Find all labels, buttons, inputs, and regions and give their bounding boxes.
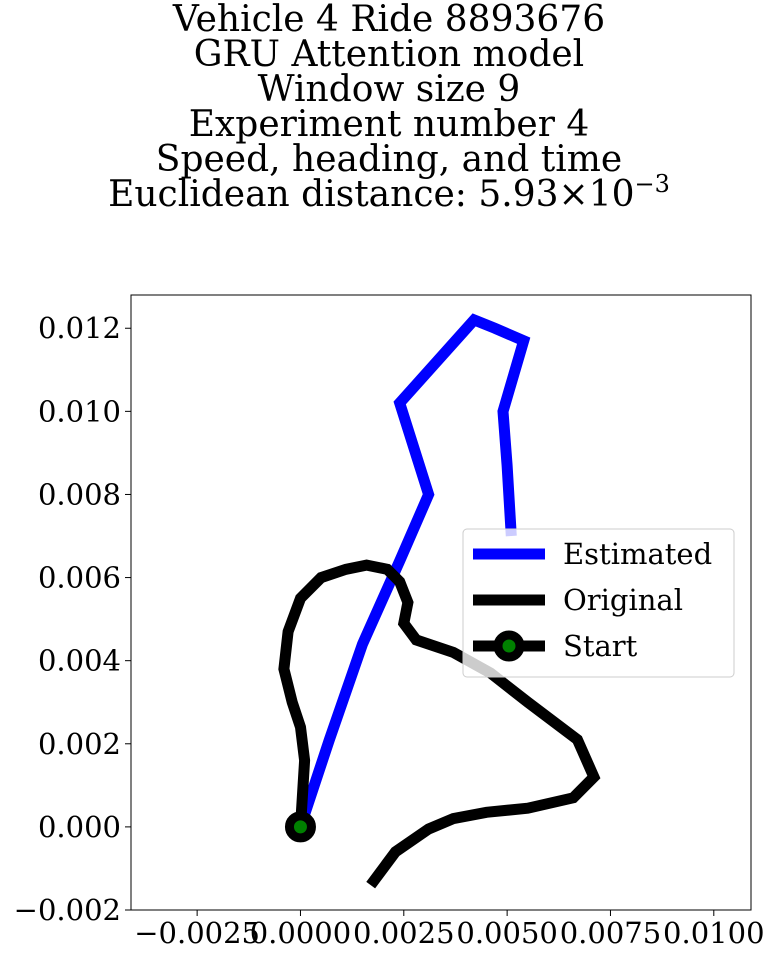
title-line-features: Speed, heading, and time — [155, 139, 623, 180]
metric-exponent: −3 — [634, 170, 670, 198]
metric-base: 10 — [588, 174, 635, 215]
series-layer — [278, 313, 601, 889]
x-tick-label: 0.0050 — [456, 916, 557, 950]
x-tick-label: −0.0025 — [134, 916, 260, 950]
legend: Estimated Original Start — [462, 528, 735, 678]
title-line-vehicle: Vehicle 4 Ride 8893676 — [172, 0, 606, 40]
legend-marker-start — [493, 630, 525, 662]
series-line-original — [278, 559, 601, 889]
title-line-window: Window size 9 — [257, 69, 521, 110]
y-tick-label: 0.004 — [38, 644, 121, 678]
y-tick-label: 0.008 — [38, 477, 121, 511]
y-tick-label: 0.012 — [38, 311, 121, 345]
y-tick-label: 0.002 — [38, 727, 121, 761]
title-line-experiment: Experiment number 4 — [188, 104, 590, 145]
metric-label: Euclidean distance: — [108, 174, 479, 215]
metric-times: × — [558, 174, 589, 215]
metric-mantissa: 5.93 — [478, 174, 559, 215]
axes-layer: −0.002 0.000 0.002 0.004 0.006 0.008 0.010 0.01… — [14, 311, 765, 950]
plot-frame — [130, 294, 752, 911]
x-tick-label: 0.0025 — [353, 916, 454, 950]
x-tick-label: 0.0000 — [250, 916, 351, 950]
title-line-model: GRU Attention model — [193, 34, 585, 75]
y-tick-label: −0.002 — [14, 893, 121, 927]
y-tick-label: 0.010 — [38, 394, 121, 428]
x-tick-label: 0.0100 — [663, 916, 764, 950]
y-tick-label: 0.000 — [38, 810, 121, 844]
legend-label-start: Start — [563, 629, 638, 663]
chart-title: Vehicle 4 Ride 8893676 GRU Attention mod… — [0, 0, 778, 215]
legend-label-original: Original — [563, 583, 683, 617]
legend-label-estimated: Estimated — [563, 537, 712, 571]
series-line-estimated — [295, 313, 531, 829]
title-line-metric: Euclidean distance: 5.93×10−3 — [0, 172, 778, 215]
y-tick-label: 0.006 — [38, 561, 121, 595]
x-tick-label: 0.0075 — [560, 916, 661, 950]
start-marker — [284, 811, 316, 843]
legend-box — [462, 528, 735, 678]
